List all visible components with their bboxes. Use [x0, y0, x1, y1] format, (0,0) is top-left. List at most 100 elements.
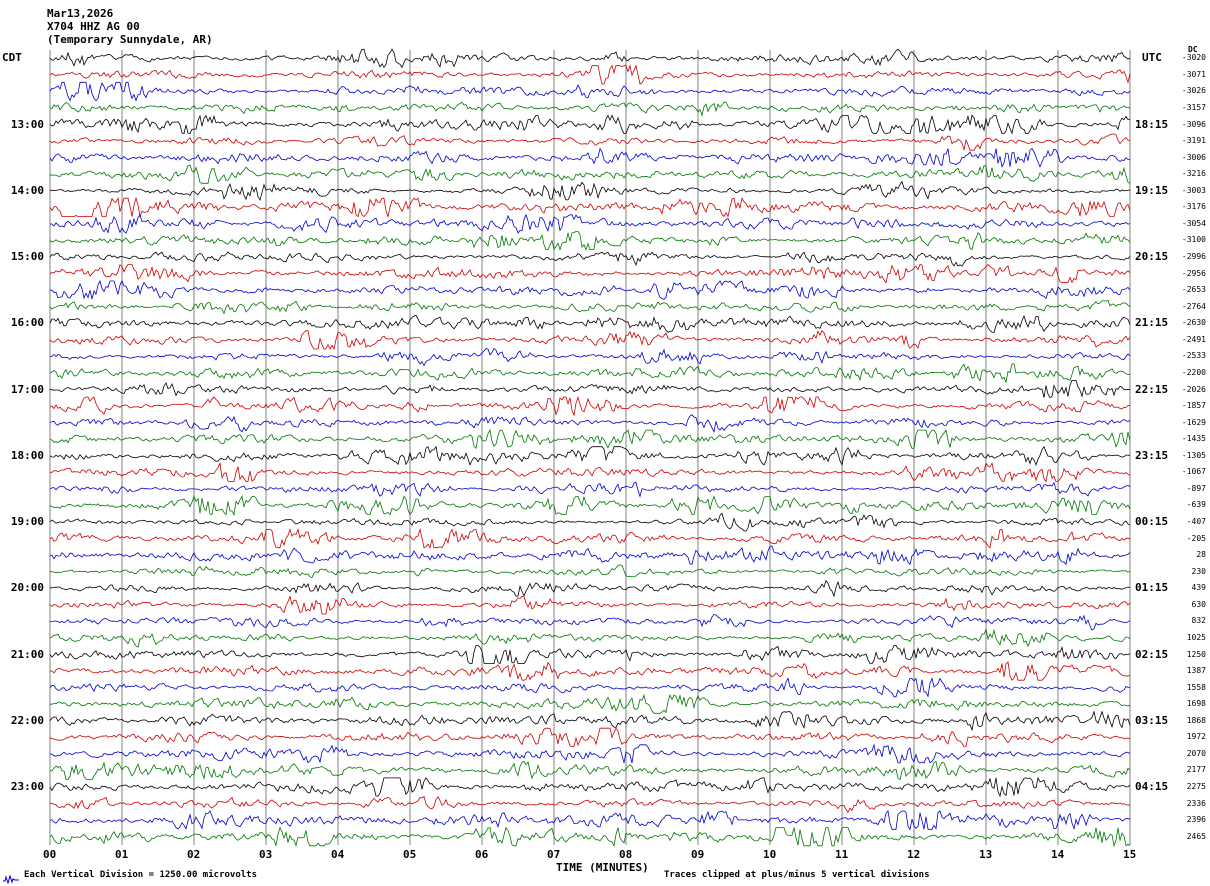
hour-label-cdt: 13:00 [10, 117, 44, 131]
trace-row [49, 743, 1131, 764]
x-tick-label: 04 [331, 848, 345, 861]
x-tick-label: 10 [763, 848, 777, 861]
dc-offset-value: -1435 [1181, 434, 1206, 444]
plot-header: Mar13,2026 X704 HHZ AG 00 (Temporary Sun… [47, 7, 213, 46]
dc-offset-value: -2491 [1181, 334, 1206, 344]
dc-offset-value: -3096 [1181, 119, 1206, 129]
trace-row [50, 693, 1131, 714]
x-tick-label: 06 [475, 848, 489, 861]
hour-label-utc: 03:15 [1135, 713, 1169, 727]
trace-row [49, 380, 1131, 399]
hour-label-cdt: 14:00 [10, 183, 44, 197]
dc-column-header: DC [1188, 45, 1198, 54]
trace-row [49, 263, 1131, 284]
trace-row [49, 661, 1131, 681]
dc-offset-value: 832 [1191, 616, 1206, 626]
trace-row [49, 363, 1131, 384]
trace-row [49, 114, 1131, 135]
dc-offset-value: 1558 [1186, 682, 1206, 692]
trace-row [50, 347, 1131, 367]
trace-row [49, 445, 1131, 467]
trace-row [49, 826, 1131, 848]
waveform-logo-icon [3, 874, 19, 884]
dc-offset-value: -1305 [1181, 450, 1206, 460]
dc-offset-value: -2996 [1181, 252, 1206, 262]
hour-label-cdt: 23:00 [10, 780, 44, 794]
trace-row [49, 644, 1131, 665]
x-tick-label: 00 [43, 848, 57, 861]
trace-row [50, 279, 1131, 300]
dc-offset-value: -3020 [1181, 53, 1206, 63]
hour-label-cdt: 20:00 [10, 581, 44, 595]
dc-offset-value: -3191 [1181, 136, 1206, 146]
right-axis-title: UTC [1142, 51, 1162, 64]
trace-row [49, 414, 1131, 434]
dc-offset-value: -2630 [1181, 318, 1206, 328]
dc-offset-value: -3006 [1181, 152, 1206, 162]
header-location: (Temporary Sunnydale, AR) [47, 33, 213, 46]
dc-offset-value: -205 [1186, 533, 1206, 543]
dc-offset-value: -3216 [1181, 169, 1206, 179]
hour-label-utc: 19:15 [1135, 183, 1169, 197]
hour-label-utc: 04:15 [1135, 780, 1169, 794]
trace-row [49, 527, 1131, 549]
hour-label-cdt: 15:00 [10, 250, 44, 264]
hour-label-cdt: 19:00 [10, 515, 44, 529]
trace-row [49, 795, 1131, 814]
x-tick-label: 11 [835, 848, 849, 861]
trace-row [49, 164, 1131, 184]
trace-row [49, 231, 1131, 251]
trace-row [49, 481, 1131, 498]
footer-scale-note: Each Vertical Division = 1250.00 microvo… [24, 870, 257, 880]
hour-label-utc: 22:15 [1135, 382, 1169, 396]
dc-offset-value: -3100 [1181, 235, 1206, 245]
hour-label-cdt: 21:00 [10, 647, 44, 661]
dc-offset-value: 1387 [1186, 666, 1206, 676]
trace-row [49, 147, 1131, 168]
dc-offset-value: -639 [1186, 500, 1206, 510]
trace-row [49, 180, 1131, 201]
trace-row [49, 330, 1131, 351]
hour-label-cdt: 17:00 [10, 382, 44, 396]
dc-offset-value: -2653 [1181, 285, 1206, 295]
dc-offset-value: -2533 [1181, 351, 1206, 361]
trace-row [49, 810, 1131, 831]
trace-row [49, 395, 1131, 417]
trace-row [49, 314, 1131, 333]
trace-row [49, 48, 1131, 69]
dc-offset-value: 230 [1191, 566, 1206, 576]
dc-offset-value: 2465 [1186, 831, 1206, 841]
dc-offset-value: 2070 [1186, 748, 1206, 758]
x-tick-label: 07 [547, 848, 561, 861]
x-tick-label: 08 [619, 848, 633, 861]
dc-offset-value: 1868 [1186, 715, 1206, 725]
trace-row [49, 81, 1131, 102]
hour-label-utc: 00:15 [1135, 515, 1169, 529]
dc-offset-value: -3026 [1181, 86, 1206, 96]
x-tick-label: 12 [907, 848, 921, 861]
hour-label-utc: 18:15 [1135, 117, 1169, 131]
hour-label-utc: 20:15 [1135, 250, 1169, 264]
dc-offset-value: 1698 [1186, 699, 1206, 709]
dc-offset-value: -1629 [1181, 417, 1206, 427]
trace-row [49, 579, 1131, 598]
dc-offset-value: -897 [1186, 483, 1206, 493]
dc-offset-value: 1025 [1186, 632, 1206, 642]
trace-row [49, 196, 1131, 219]
dc-offset-value: -3176 [1181, 202, 1206, 212]
dc-offset-value: 2275 [1186, 782, 1206, 792]
trace-row [49, 677, 1130, 698]
trace-row [49, 512, 1131, 532]
dc-offset-value: -407 [1186, 517, 1206, 527]
hour-label-cdt: 18:00 [10, 448, 44, 462]
dc-offset-value: -1857 [1181, 401, 1206, 411]
trace-row [49, 710, 1131, 732]
trace-row [49, 299, 1131, 315]
trace-row [49, 727, 1131, 747]
hour-label-utc: 21:15 [1135, 316, 1169, 330]
dc-offset-value: 1972 [1186, 732, 1206, 742]
trace-row [49, 613, 1131, 631]
dc-offset-value: 2177 [1186, 765, 1206, 775]
x-tick-label: 14 [1051, 848, 1065, 861]
